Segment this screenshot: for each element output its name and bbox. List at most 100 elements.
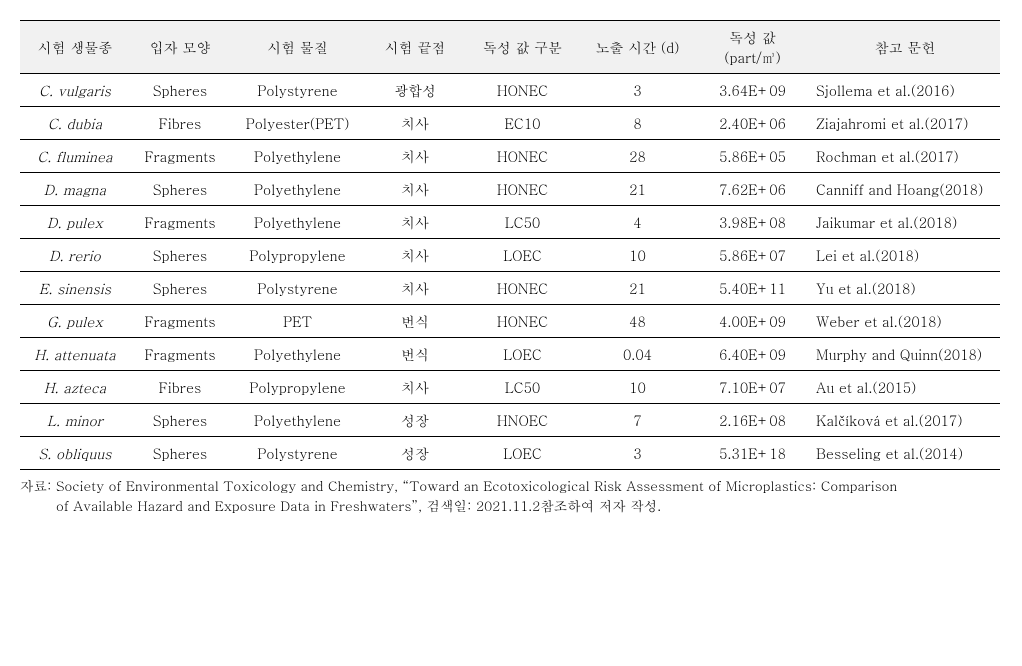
- cell-reference: Murphy and Quinn(2018): [810, 338, 1000, 371]
- cell-material: Polypropylene: [230, 371, 365, 404]
- caption-line2: of Available Hazard and Exposure Data in…: [20, 496, 1000, 516]
- col-exptime: 노출 시간 (d): [580, 21, 695, 74]
- cell-exptime: 7: [580, 404, 695, 437]
- table-row: L. minorSpheresPolyethylene성장HNOEC72.16E…: [20, 404, 1000, 437]
- cell-endpoint: 성장: [365, 404, 465, 437]
- cell-exptime: 0.04: [580, 338, 695, 371]
- table-header: 시험 생물종 입자 모양 시험 물질 시험 끝점 독성 값 구분 노출 시간 (…: [20, 21, 1000, 74]
- table-row: C. vulgarisSpheresPolystyrene광합성HONEC33.…: [20, 74, 1000, 107]
- cell-shape: Spheres: [130, 272, 230, 305]
- table-row: G. pulexFragmentsPET번식HONEC484.00E+09Web…: [20, 305, 1000, 338]
- cell-reference: Sjollema et al.(2016): [810, 74, 1000, 107]
- cell-exptime: 3: [580, 74, 695, 107]
- cell-reference: Besseling et al.(2014): [810, 437, 1000, 470]
- cell-toxtype: LOEC: [465, 338, 580, 371]
- caption-prefix: 자료:: [20, 476, 56, 495]
- cell-toxtype: LC50: [465, 371, 580, 404]
- cell-toxtype: EC10: [465, 107, 580, 140]
- cell-shape: Spheres: [130, 239, 230, 272]
- cell-toxval: 4.00E+09: [695, 305, 810, 338]
- cell-toxval: 5.31E+18: [695, 437, 810, 470]
- cell-endpoint: 치사: [365, 371, 465, 404]
- table-row: H. attenuataFragmentsPolyethylene번식LOEC0…: [20, 338, 1000, 371]
- cell-toxtype: HNOEC: [465, 404, 580, 437]
- cell-endpoint: 치사: [365, 173, 465, 206]
- cell-endpoint: 치사: [365, 239, 465, 272]
- cell-endpoint: 성장: [365, 437, 465, 470]
- cell-material: Polyethylene: [230, 404, 365, 437]
- cell-toxtype: HONEC: [465, 173, 580, 206]
- cell-endpoint: 광합성: [365, 74, 465, 107]
- cell-exptime: 28: [580, 140, 695, 173]
- cell-material: Polypropylene: [230, 239, 365, 272]
- cell-shape: Spheres: [130, 437, 230, 470]
- cell-toxtype: LOEC: [465, 437, 580, 470]
- cell-toxtype: LC50: [465, 206, 580, 239]
- cell-endpoint: 치사: [365, 206, 465, 239]
- cell-shape: Spheres: [130, 173, 230, 206]
- cell-reference: Yu et al.(2018): [810, 272, 1000, 305]
- cell-species: C. vulgaris: [20, 74, 130, 107]
- cell-reference: Kalčíková et al.(2017): [810, 404, 1000, 437]
- cell-endpoint: 번식: [365, 305, 465, 338]
- cell-material: Polyethylene: [230, 140, 365, 173]
- table-row: D. rerioSpheresPolypropylene치사LOEC105.86…: [20, 239, 1000, 272]
- col-shape: 입자 모양: [130, 21, 230, 74]
- cell-toxtype: HONEC: [465, 272, 580, 305]
- cell-shape: Fibres: [130, 371, 230, 404]
- cell-toxval: 6.40E+09: [695, 338, 810, 371]
- cell-toxtype: HONEC: [465, 305, 580, 338]
- cell-reference: Rochman et al.(2017): [810, 140, 1000, 173]
- cell-toxtype: HONEC: [465, 140, 580, 173]
- cell-toxval: 2.16E+08: [695, 404, 810, 437]
- col-species: 시험 생물종: [20, 21, 130, 74]
- table-row: D. magnaSpheresPolyethylene치사HONEC217.62…: [20, 173, 1000, 206]
- cell-toxtype: LOEC: [465, 239, 580, 272]
- cell-shape: Fragments: [130, 206, 230, 239]
- cell-material: PET: [230, 305, 365, 338]
- cell-toxval: 2.40E+06: [695, 107, 810, 140]
- col-endpoint: 시험 끝점: [365, 21, 465, 74]
- cell-material: Polyester(PET): [230, 107, 365, 140]
- table-body: C. vulgarisSpheresPolystyrene광합성HONEC33.…: [20, 74, 1000, 470]
- table-caption: 자료: Society of Environmental Toxicology …: [20, 476, 1000, 517]
- cell-exptime: 21: [580, 173, 695, 206]
- cell-exptime: 10: [580, 371, 695, 404]
- cell-endpoint: 치사: [365, 272, 465, 305]
- cell-species: C. fluminea: [20, 140, 130, 173]
- cell-toxval: 5.40E+11: [695, 272, 810, 305]
- cell-shape: Spheres: [130, 74, 230, 107]
- table-row: S. obliquusSpheresPolystyrene성장LOEC35.31…: [20, 437, 1000, 470]
- cell-shape: Fragments: [130, 338, 230, 371]
- table-row: C. flumineaFragmentsPolyethylene치사HONEC2…: [20, 140, 1000, 173]
- cell-material: Polyethylene: [230, 173, 365, 206]
- cell-reference: Lei et al.(2018): [810, 239, 1000, 272]
- toxicity-data-table: 시험 생물종 입자 모양 시험 물질 시험 끝점 독성 값 구분 노출 시간 (…: [20, 20, 1000, 470]
- cell-exptime: 4: [580, 206, 695, 239]
- cell-exptime: 3: [580, 437, 695, 470]
- cell-shape: Fragments: [130, 305, 230, 338]
- cell-toxtype: HONEC: [465, 74, 580, 107]
- cell-species: S. obliquus: [20, 437, 130, 470]
- col-toxval: 독성 값(part/㎥): [695, 21, 810, 74]
- cell-material: Polystyrene: [230, 272, 365, 305]
- cell-toxval: 3.64E+09: [695, 74, 810, 107]
- cell-species: H. azteca: [20, 371, 130, 404]
- cell-shape: Fragments: [130, 140, 230, 173]
- table-row: H. aztecaFibresPolypropylene치사LC50107.10…: [20, 371, 1000, 404]
- table-row: E. sinensisSpheresPolystyrene치사HONEC215.…: [20, 272, 1000, 305]
- cell-reference: Jaikumar et al.(2018): [810, 206, 1000, 239]
- table-row: D. pulexFragmentsPolyethylene치사LC5043.98…: [20, 206, 1000, 239]
- cell-endpoint: 치사: [365, 107, 465, 140]
- col-reference: 참고 문헌: [810, 21, 1000, 74]
- cell-species: H. attenuata: [20, 338, 130, 371]
- cell-reference: Canniff and Hoang(2018): [810, 173, 1000, 206]
- cell-material: Polystyrene: [230, 437, 365, 470]
- cell-toxval: 5.86E+05: [695, 140, 810, 173]
- col-toxtype: 독성 값 구분: [465, 21, 580, 74]
- cell-endpoint: 번식: [365, 338, 465, 371]
- cell-species: D. rerio: [20, 239, 130, 272]
- caption-line1: Society of Environmental Toxicology and …: [56, 476, 897, 495]
- cell-species: D. pulex: [20, 206, 130, 239]
- cell-exptime: 48: [580, 305, 695, 338]
